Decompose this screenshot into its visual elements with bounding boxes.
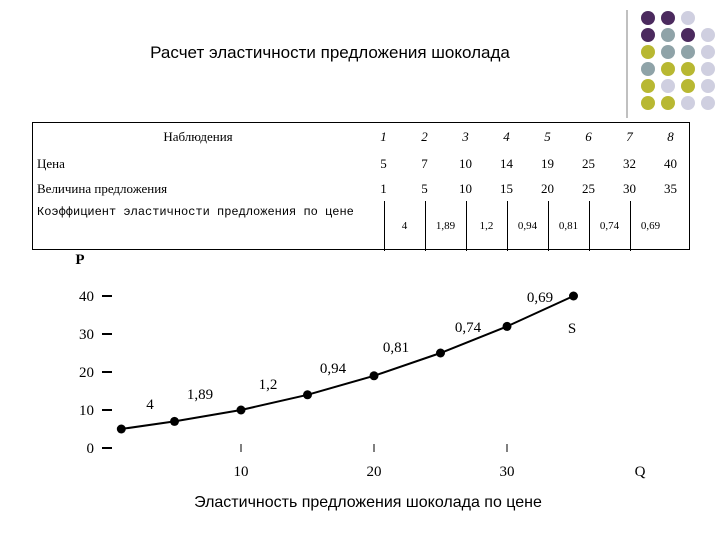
x-axis-label: Q bbox=[635, 464, 646, 480]
point bbox=[236, 405, 246, 415]
decor-dot bbox=[641, 28, 655, 42]
data-cell: 15 bbox=[500, 180, 513, 196]
series-label: S bbox=[568, 321, 576, 337]
decor-dot bbox=[701, 28, 715, 42]
header-cell: 5 bbox=[544, 129, 551, 144]
decor-dot bbox=[701, 96, 715, 110]
row-label: Цена bbox=[37, 155, 65, 171]
x-tick-label: 30 bbox=[500, 464, 515, 480]
header-cell: 6 bbox=[585, 129, 592, 144]
data-cell: 25 bbox=[582, 155, 595, 171]
decor-dot bbox=[681, 96, 695, 110]
chart-caption: Эластичность предложения шоколада по цен… bbox=[194, 494, 542, 511]
decor-dot bbox=[681, 45, 695, 59]
decor-dot bbox=[661, 96, 675, 110]
data-cell: 25 bbox=[582, 180, 595, 196]
decor-dot bbox=[641, 45, 655, 59]
decor-dot bbox=[661, 45, 675, 59]
elasticity-label: 0,94 bbox=[320, 361, 347, 377]
decor-dot bbox=[661, 28, 675, 42]
point bbox=[303, 390, 312, 400]
y-tick-label: 40 bbox=[79, 289, 94, 305]
data-cell: 5 bbox=[380, 155, 387, 171]
header-cell: 4 bbox=[503, 129, 510, 144]
decor-dot bbox=[641, 79, 655, 93]
header-cell: 3 bbox=[462, 129, 469, 144]
decor-dot bbox=[701, 79, 715, 93]
decor-dot bbox=[681, 62, 695, 76]
coef-cell: 0,94 bbox=[506, 201, 548, 251]
header-cell: 8 bbox=[667, 129, 674, 144]
elasticity-label: 0,69 bbox=[527, 290, 553, 306]
coef-cell: 0,81 bbox=[547, 201, 589, 251]
decor-dot bbox=[681, 79, 695, 93]
x-tick-label: 10 bbox=[234, 464, 249, 480]
data-cell: 10 bbox=[459, 180, 472, 196]
decor-dot bbox=[681, 28, 695, 42]
slide-title: Расчет эластичности предложения шоколада bbox=[150, 43, 510, 62]
data-cell: 14 bbox=[500, 155, 513, 171]
row-label: Коэффициент эластичности предложения по … bbox=[37, 205, 354, 219]
elasticity-label: 4 bbox=[146, 397, 154, 413]
decoration bbox=[626, 10, 715, 118]
y-tick-label: 10 bbox=[79, 403, 94, 419]
y-tick-label: 0 bbox=[87, 441, 95, 457]
decor-dot bbox=[661, 79, 675, 93]
header-cell: 7 bbox=[626, 129, 633, 144]
coef-cell: 1,2 bbox=[465, 201, 507, 251]
elasticity-label: 0,81 bbox=[383, 340, 409, 356]
row-label: Величина предложения bbox=[37, 180, 168, 196]
table: Наблюдения 1 2 3 4 5 6 7 8 Цена 5 7 10 14 19 25 32 40 Вели… bbox=[32, 122, 690, 251]
decor-dot bbox=[701, 45, 715, 59]
elasticity-label: 1,2 bbox=[259, 377, 278, 393]
coef-cell: 4 bbox=[383, 201, 425, 251]
data-cell: 35 bbox=[664, 180, 677, 196]
elasticity-label: 0,74 bbox=[455, 320, 482, 336]
point bbox=[436, 348, 445, 358]
point bbox=[116, 424, 126, 434]
point bbox=[502, 321, 512, 331]
point bbox=[569, 291, 578, 301]
y-tick-label: 20 bbox=[79, 365, 94, 381]
decor-dot bbox=[641, 62, 655, 76]
elasticity-label: 1,89 bbox=[187, 387, 213, 403]
data-cell: 10 bbox=[459, 155, 472, 171]
data-cell: 7 bbox=[421, 155, 428, 171]
data-cell: 30 bbox=[623, 180, 636, 196]
coef-cell: 0,74 bbox=[588, 201, 630, 251]
decor-dot bbox=[641, 96, 655, 110]
point bbox=[170, 416, 179, 426]
header-cell: 1 bbox=[380, 129, 387, 144]
coef-cell: 0,69 bbox=[629, 201, 671, 251]
data-cell: 19 bbox=[541, 155, 554, 171]
y-axis-label: P bbox=[75, 252, 84, 268]
point bbox=[369, 371, 379, 381]
header-cell: Наблюдения bbox=[163, 129, 233, 144]
data-cell: 5 bbox=[421, 180, 428, 196]
supply-line bbox=[121, 295, 574, 430]
x-tick-label: 20 bbox=[367, 464, 382, 480]
decor-dot bbox=[641, 11, 655, 25]
y-tick-label: 30 bbox=[79, 327, 94, 343]
decor-dot bbox=[661, 11, 675, 25]
coef-cell: 1,89 bbox=[424, 201, 466, 251]
data-cell: 40 bbox=[664, 155, 677, 171]
data-cell: 20 bbox=[541, 180, 554, 196]
header-cell: 2 bbox=[421, 129, 428, 144]
decor-dot bbox=[701, 62, 715, 76]
data-cell: 32 bbox=[623, 155, 636, 171]
decor-dot bbox=[681, 11, 695, 25]
data-cell: 1 bbox=[380, 180, 387, 196]
decor-dot bbox=[661, 62, 675, 76]
